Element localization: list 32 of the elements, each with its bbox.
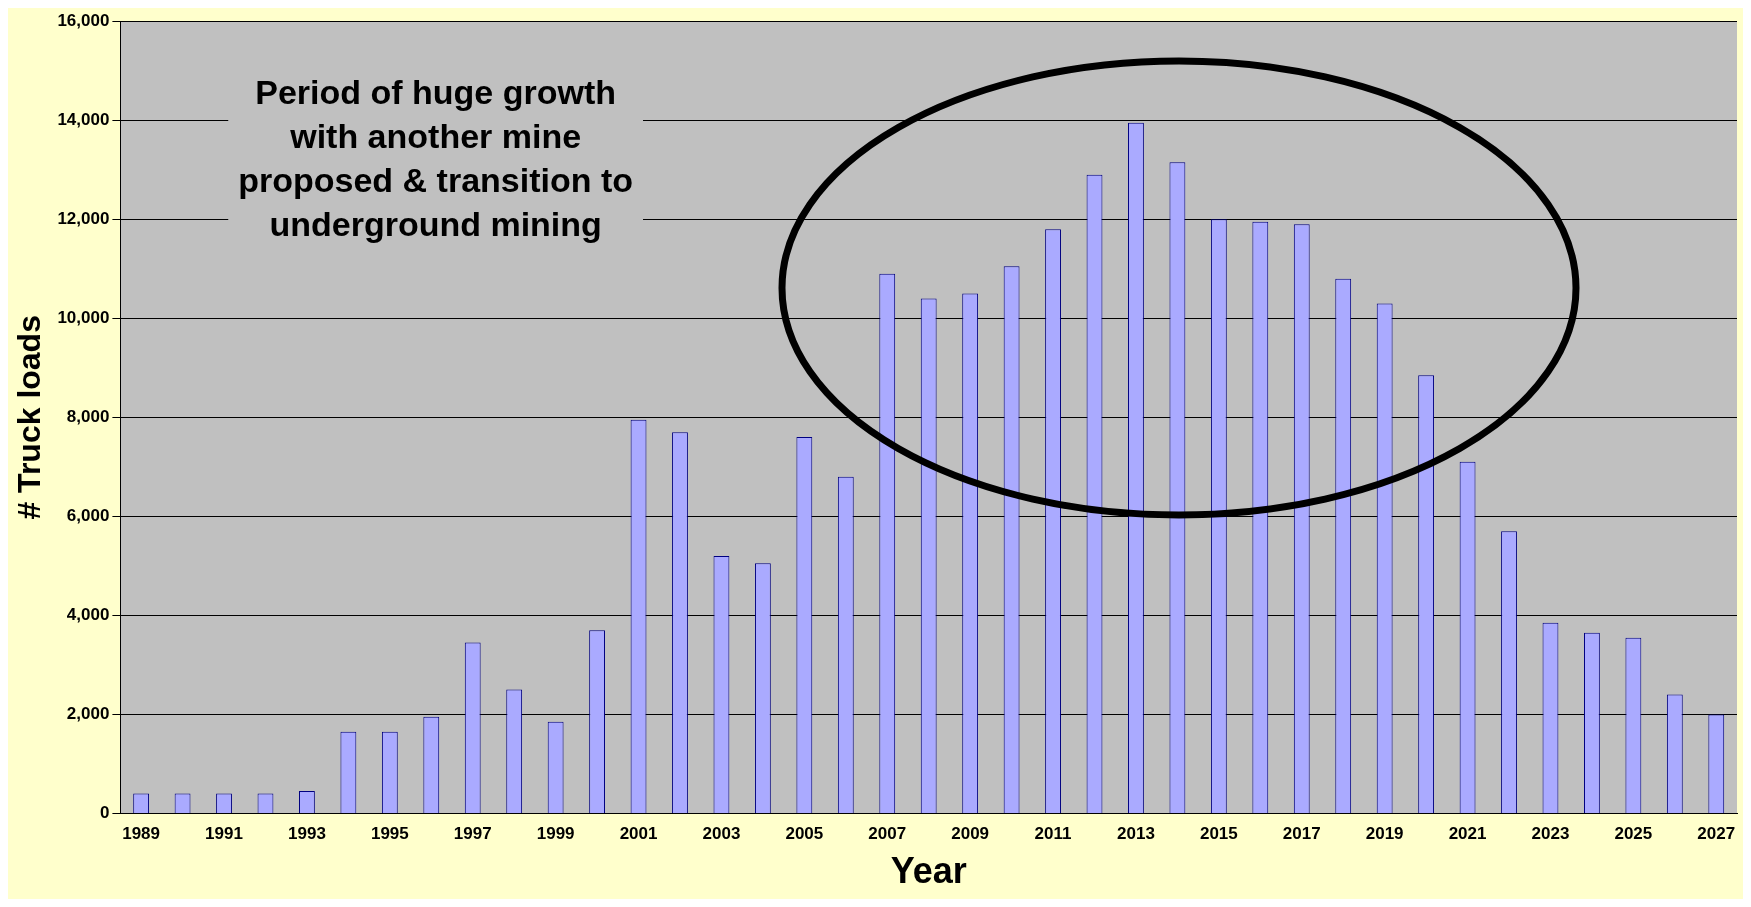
y-tick-label: 6,000 <box>66 506 110 526</box>
x-tick-label: 1995 <box>370 824 409 844</box>
x-tick-label: 2003 <box>702 824 741 844</box>
x-tick-label: 2027 <box>1697 824 1736 844</box>
x-tick-label: 2017 <box>1282 824 1321 844</box>
x-tick-label: 1999 <box>536 824 575 844</box>
y-tick-label: 12,000 <box>57 208 110 228</box>
x-tick-label: 2019 <box>1365 824 1404 844</box>
x-tick-label: 2001 <box>619 824 658 844</box>
x-tick-label: 2015 <box>1199 824 1238 844</box>
x-tick-label: 2021 <box>1448 824 1487 844</box>
x-tick-label: 2005 <box>785 824 824 844</box>
x-tick-label: 1993 <box>288 824 326 844</box>
y-axis-title: # Truck loads <box>11 315 48 520</box>
y-tick-label: 8,000 <box>66 406 110 426</box>
x-tick-label: 2009 <box>951 824 990 844</box>
y-tick-label: 14,000 <box>57 109 110 129</box>
x-tick-label: 2007 <box>868 824 907 844</box>
annotation: Period of huge growth with another mine proposed & transition to underground mining <box>238 73 634 244</box>
x-tick-label: 2011 <box>1034 824 1072 844</box>
x-axis-title: Year <box>890 850 967 892</box>
x-tick-label: 2023 <box>1531 824 1570 844</box>
y-tick-label: 0 <box>99 803 110 823</box>
y-tick-label: 4,000 <box>66 605 110 625</box>
y-tick-label: 2,000 <box>66 704 110 724</box>
y-tick-label: 16,000 <box>57 10 110 30</box>
x-tick-label: 2025 <box>1614 824 1653 844</box>
x-tick-label: 1997 <box>453 824 492 844</box>
x-tick-label: 2013 <box>1117 824 1155 844</box>
y-tick-label: 10,000 <box>57 307 110 327</box>
x-tick-label: 1991 <box>205 824 243 844</box>
x-tick-label: 1989 <box>122 824 161 844</box>
